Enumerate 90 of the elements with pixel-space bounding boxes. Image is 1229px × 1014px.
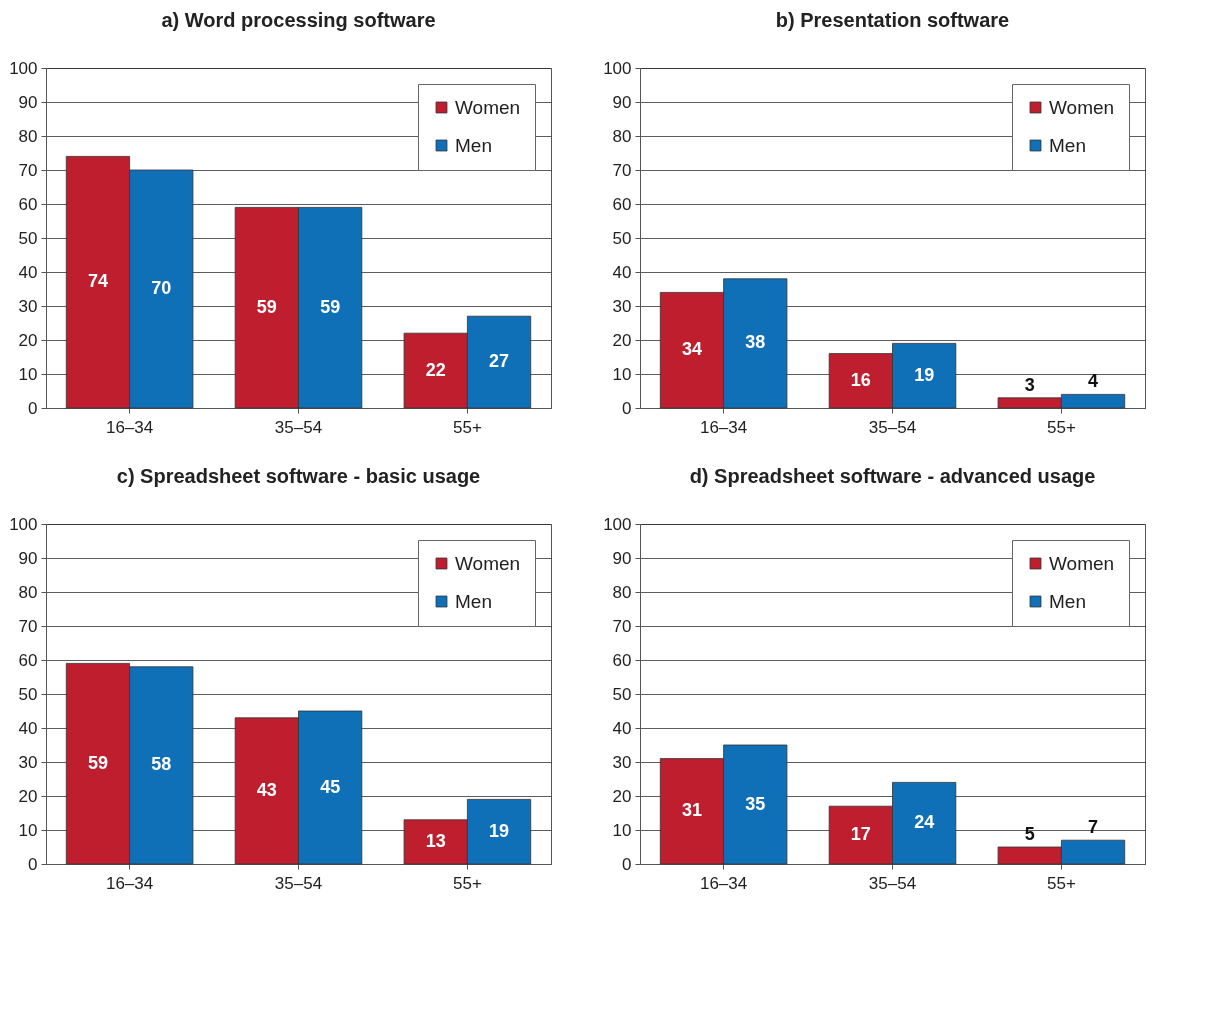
y-tick-label: 40 bbox=[612, 718, 632, 738]
y-tick-label: 20 bbox=[18, 330, 38, 350]
y-tick-label: 100 bbox=[603, 514, 632, 534]
chart-title: a) Word processing software bbox=[161, 9, 436, 31]
data-label: 58 bbox=[151, 754, 172, 775]
data-label: 34 bbox=[681, 339, 702, 360]
data-label: 43 bbox=[256, 779, 277, 800]
y-tick-label: 20 bbox=[612, 330, 632, 350]
y-tick-label: 50 bbox=[612, 684, 632, 704]
y-tick-label: 0 bbox=[28, 398, 38, 418]
y-tick-label: 100 bbox=[9, 514, 38, 534]
legend-label: Women bbox=[1049, 96, 1115, 118]
y-tick-label: 10 bbox=[612, 364, 632, 384]
data-label: 24 bbox=[914, 812, 935, 833]
legend-label: Men bbox=[1049, 590, 1086, 612]
y-tick-label: 70 bbox=[612, 160, 632, 180]
y-tick-label: 90 bbox=[18, 548, 38, 568]
data-label: 17 bbox=[850, 824, 871, 845]
y-tick-label: 90 bbox=[612, 548, 632, 568]
y-tick-label: 60 bbox=[612, 650, 632, 670]
y-tick-label: 10 bbox=[612, 820, 632, 840]
y-tick-label: 20 bbox=[18, 786, 38, 806]
data-label: 16 bbox=[850, 369, 871, 390]
y-tick-label: 90 bbox=[18, 92, 38, 112]
y-tick-label: 0 bbox=[28, 854, 38, 874]
data-label: 13 bbox=[425, 830, 446, 851]
legend-label: Men bbox=[1049, 134, 1086, 156]
data-label: 45 bbox=[320, 776, 341, 797]
data-label: 19 bbox=[489, 820, 510, 841]
y-tick-label: 60 bbox=[18, 194, 38, 214]
y-tick-label: 70 bbox=[612, 616, 632, 636]
chart-title: c) Spreadsheet software - basic usage bbox=[116, 465, 481, 487]
legend-label: Women bbox=[455, 552, 521, 574]
data-label: 74 bbox=[87, 271, 108, 292]
x-tick-label: 55+ bbox=[452, 417, 482, 437]
data-label: 22 bbox=[425, 359, 446, 380]
chart-title: b) Presentation software bbox=[775, 9, 1010, 31]
x-tick-label: 55+ bbox=[1046, 873, 1076, 893]
y-tick-label: 20 bbox=[612, 786, 632, 806]
legend-label: Men bbox=[455, 134, 492, 156]
y-tick-label: 40 bbox=[18, 718, 38, 738]
data-label: 59 bbox=[256, 296, 277, 317]
x-tick-label: 16–34 bbox=[699, 417, 748, 437]
y-tick-label: 40 bbox=[612, 262, 632, 282]
y-tick-label: 50 bbox=[18, 228, 38, 248]
y-tick-label: 100 bbox=[603, 58, 632, 78]
data-label: 59 bbox=[87, 752, 108, 773]
x-tick-label: 55+ bbox=[1046, 417, 1076, 437]
y-tick-label: 90 bbox=[612, 92, 632, 112]
data-label: 19 bbox=[914, 364, 935, 385]
chart-title: d) Spreadsheet software - advanced usage bbox=[689, 465, 1096, 487]
x-tick-label: 16–34 bbox=[105, 873, 154, 893]
legend-label: Women bbox=[455, 96, 521, 118]
x-tick-label: 35–54 bbox=[868, 417, 917, 437]
y-tick-label: 0 bbox=[622, 398, 632, 418]
y-tick-label: 0 bbox=[622, 854, 632, 874]
y-tick-label: 10 bbox=[18, 364, 38, 384]
data-label: 4 bbox=[1088, 371, 1099, 392]
y-tick-label: 30 bbox=[18, 752, 38, 772]
data-label: 59 bbox=[320, 296, 341, 317]
y-tick-label: 80 bbox=[18, 126, 38, 146]
legend-label: Women bbox=[1049, 552, 1115, 574]
data-label: 35 bbox=[745, 793, 766, 814]
y-tick-label: 70 bbox=[18, 616, 38, 636]
y-tick-label: 80 bbox=[612, 126, 632, 146]
x-tick-label: 16–34 bbox=[105, 417, 154, 437]
y-tick-label: 30 bbox=[18, 296, 38, 316]
data-label: 38 bbox=[745, 332, 766, 353]
x-tick-label: 35–54 bbox=[274, 417, 323, 437]
data-label: 31 bbox=[681, 800, 702, 821]
legend-label: Men bbox=[455, 590, 492, 612]
y-tick-label: 80 bbox=[612, 582, 632, 602]
x-tick-label: 55+ bbox=[452, 873, 482, 893]
y-tick-label: 60 bbox=[18, 650, 38, 670]
y-tick-label: 40 bbox=[18, 262, 38, 282]
x-tick-label: 16–34 bbox=[699, 873, 748, 893]
y-tick-label: 10 bbox=[18, 820, 38, 840]
y-tick-label: 80 bbox=[18, 582, 38, 602]
x-tick-label: 35–54 bbox=[274, 873, 323, 893]
y-tick-label: 30 bbox=[612, 296, 632, 316]
y-tick-label: 100 bbox=[9, 58, 38, 78]
y-tick-label: 60 bbox=[612, 194, 632, 214]
data-label: 27 bbox=[489, 351, 510, 372]
data-label: 3 bbox=[1024, 374, 1035, 395]
y-tick-label: 70 bbox=[18, 160, 38, 180]
data-label: 70 bbox=[151, 278, 172, 298]
y-tick-label: 50 bbox=[18, 684, 38, 704]
y-tick-label: 30 bbox=[612, 752, 632, 772]
y-tick-label: 50 bbox=[612, 228, 632, 248]
x-tick-label: 35–54 bbox=[868, 873, 917, 893]
